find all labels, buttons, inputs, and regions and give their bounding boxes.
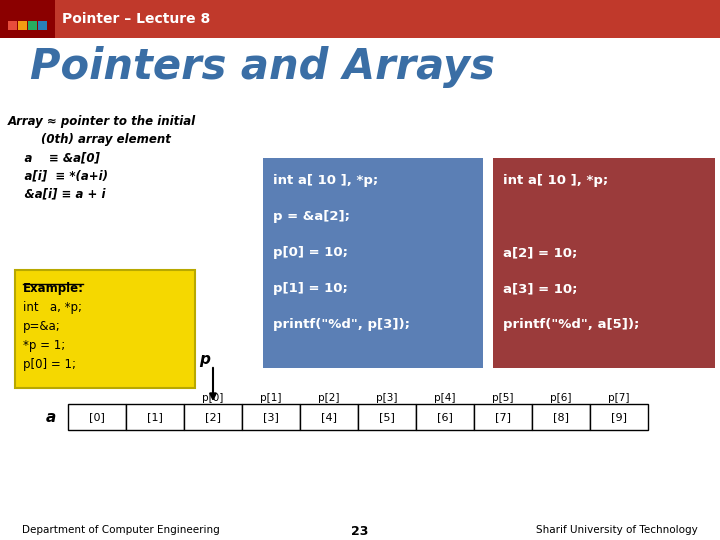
Bar bbox=[15, 270, 195, 388]
Text: p[0] = 10;: p[0] = 10; bbox=[273, 246, 348, 259]
Bar bbox=[590, 404, 648, 430]
Bar bbox=[126, 404, 184, 430]
Text: *p = 1;: *p = 1; bbox=[23, 339, 66, 352]
Text: Department of Computer Engineering: Department of Computer Engineering bbox=[22, 525, 220, 535]
Bar bbox=[532, 404, 590, 430]
Text: p[5]: p[5] bbox=[492, 393, 514, 403]
Text: printf("%d", p[3]);: printf("%d", p[3]); bbox=[273, 318, 410, 331]
Text: p[3]: p[3] bbox=[377, 393, 397, 403]
Text: [2]: [2] bbox=[205, 412, 221, 422]
Text: Pointer – Lecture 8: Pointer – Lecture 8 bbox=[62, 12, 210, 26]
Text: p[1] = 10;: p[1] = 10; bbox=[273, 282, 348, 295]
Text: int   a, *p;: int a, *p; bbox=[23, 301, 82, 314]
Text: &a[i] ≡ a + i: &a[i] ≡ a + i bbox=[8, 187, 106, 200]
Text: [3]: [3] bbox=[263, 412, 279, 422]
Bar bbox=[416, 404, 474, 430]
Text: a[2] = 10;: a[2] = 10; bbox=[503, 246, 577, 259]
Bar bbox=[28, 21, 37, 30]
Text: [7]: [7] bbox=[495, 412, 511, 422]
Text: 23: 23 bbox=[351, 525, 369, 538]
Text: a[i]  ≡ *(a+i): a[i] ≡ *(a+i) bbox=[8, 169, 108, 182]
Text: (0th) array element: (0th) array element bbox=[8, 133, 171, 146]
Text: printf("%d", a[5]);: printf("%d", a[5]); bbox=[503, 318, 639, 331]
Bar bbox=[263, 158, 483, 368]
Bar bbox=[474, 404, 532, 430]
Bar bbox=[493, 158, 715, 368]
Text: p: p bbox=[199, 352, 210, 367]
Text: p[0] = 1;: p[0] = 1; bbox=[23, 358, 76, 371]
Text: Example:: Example: bbox=[23, 282, 84, 295]
Text: p[2]: p[2] bbox=[318, 393, 340, 403]
Text: Sharif University of Technology: Sharif University of Technology bbox=[536, 525, 698, 535]
Bar bbox=[0, 0, 55, 38]
Text: p[0]: p[0] bbox=[202, 393, 224, 403]
Text: [6]: [6] bbox=[437, 412, 453, 422]
Text: [5]: [5] bbox=[379, 412, 395, 422]
Text: p[6]: p[6] bbox=[550, 393, 572, 403]
Text: [0]: [0] bbox=[89, 412, 105, 422]
Text: p = &a[2];: p = &a[2]; bbox=[273, 210, 350, 223]
Text: p=&a;: p=&a; bbox=[23, 320, 60, 333]
Text: int a[ 10 ], *p;: int a[ 10 ], *p; bbox=[503, 174, 608, 187]
Bar bbox=[358, 404, 416, 430]
Text: [4]: [4] bbox=[321, 412, 337, 422]
Text: Pointers and Arrays: Pointers and Arrays bbox=[30, 46, 495, 88]
Bar bbox=[38, 21, 47, 30]
Text: p[7]: p[7] bbox=[608, 393, 630, 403]
Text: [1]: [1] bbox=[147, 412, 163, 422]
Text: int a[ 10 ], *p;: int a[ 10 ], *p; bbox=[273, 174, 378, 187]
Text: [8]: [8] bbox=[553, 412, 569, 422]
Bar bbox=[184, 404, 242, 430]
Bar bbox=[300, 404, 358, 430]
Text: [9]: [9] bbox=[611, 412, 627, 422]
Text: p[1]: p[1] bbox=[260, 393, 282, 403]
Bar bbox=[68, 404, 126, 430]
Bar bbox=[242, 404, 300, 430]
Text: p[4]: p[4] bbox=[434, 393, 456, 403]
Bar bbox=[0, 0, 720, 38]
Bar bbox=[18, 21, 27, 30]
Text: Array ≈ pointer to the initial: Array ≈ pointer to the initial bbox=[8, 115, 196, 128]
Text: a[3] = 10;: a[3] = 10; bbox=[503, 282, 577, 295]
Text: a: a bbox=[46, 409, 56, 424]
Text: a    ≡ &a[0]: a ≡ &a[0] bbox=[8, 151, 100, 164]
Bar bbox=[8, 21, 17, 30]
